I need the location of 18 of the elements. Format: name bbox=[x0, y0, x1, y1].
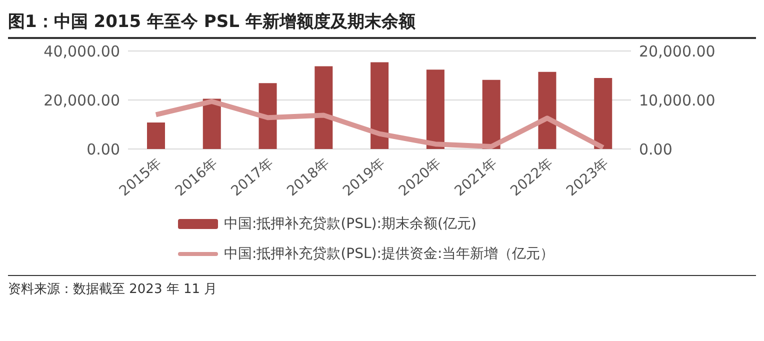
bar bbox=[538, 72, 556, 149]
bar bbox=[147, 122, 165, 149]
y-tick-label: 40,000.00 bbox=[44, 42, 120, 60]
y-tick-label: 0.00 bbox=[86, 140, 120, 158]
bar bbox=[426, 70, 444, 149]
legend-label: 中国:抵押补充贷款(PSL):提供资金:当年新增（亿元） bbox=[223, 245, 556, 264]
bar bbox=[482, 80, 500, 149]
bar bbox=[258, 83, 277, 149]
y2-tick-label: 0.00 bbox=[639, 140, 672, 158]
bar bbox=[594, 78, 612, 149]
legend-label: 中国:抵押补充贷款(PSL):期末余额(亿元) bbox=[223, 215, 478, 234]
bar bbox=[314, 66, 333, 149]
chart-title: 图1：中国 2015 年至今 PSL 年新增额度及期末余额 bbox=[8, 8, 756, 39]
y2-tick-label: 10,000.00 bbox=[639, 91, 716, 110]
bar bbox=[370, 62, 389, 149]
y-tick-label: 20,000.00 bbox=[44, 91, 120, 110]
y2-tick-label: 20,000.00 bbox=[639, 42, 716, 60]
text: 资料来源：数据截至 2023 年 11 月 bbox=[8, 281, 218, 298]
